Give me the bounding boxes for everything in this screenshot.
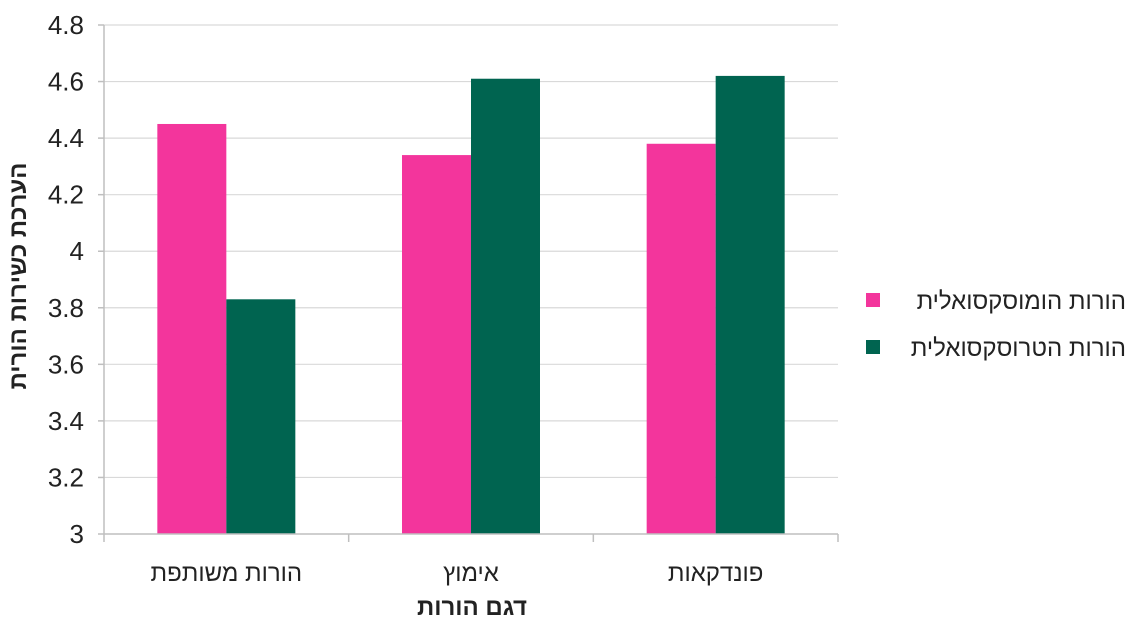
y-tick-labels: 3 3.2 3.4 3.6 3.8 4 4.2 4.4 4.6 4.8 [48,10,84,549]
bars [157,75,785,535]
y-tick-label-5: 4 [70,236,84,266]
y-axis-title: הערכת כשירות הורית [5,163,32,390]
bar-heterosexual-1 [471,78,540,534]
bar-homosexual-2 [646,143,716,534]
bar-heterosexual-2 [715,75,785,535]
y-tick-label-7: 4.4 [48,123,84,153]
legend-label-heterosexual: הורות הטרוסקסואלית [911,335,1126,362]
y-tick-label-8: 4.6 [48,67,84,97]
legend: הורות הומוסקסואלית הורות הטרוסקסואלית [866,288,1126,362]
x-category-label-2: פונדקאות [668,560,764,587]
x-axis-title: דגם הורות [417,594,527,621]
x-category-label-0: הורות משותפת [151,560,303,587]
x-category-labels: הורות משותפת אימוץ פונדקאות [151,560,764,587]
axes [98,24,839,542]
x-category-label-1: אימוץ [443,560,499,587]
y-tick-label-4: 3.8 [48,293,84,323]
bar-homosexual-0 [157,123,227,534]
y-tick-label-2: 3.4 [48,406,84,436]
legend-swatch-homosexual [866,293,880,307]
y-tick-label-6: 4.2 [48,180,84,210]
y-tick-label-1: 3.2 [48,462,84,492]
legend-swatch-heterosexual [866,340,880,354]
bar-heterosexual-0 [226,299,296,534]
y-tick-label-3: 3.6 [48,349,84,379]
legend-label-homosexual: הורות הומוסקסואלית [917,288,1126,315]
y-tick-label-0: 3 [70,519,84,549]
bar-homosexual-1 [402,155,471,535]
y-tick-label-9: 4.8 [48,10,84,40]
